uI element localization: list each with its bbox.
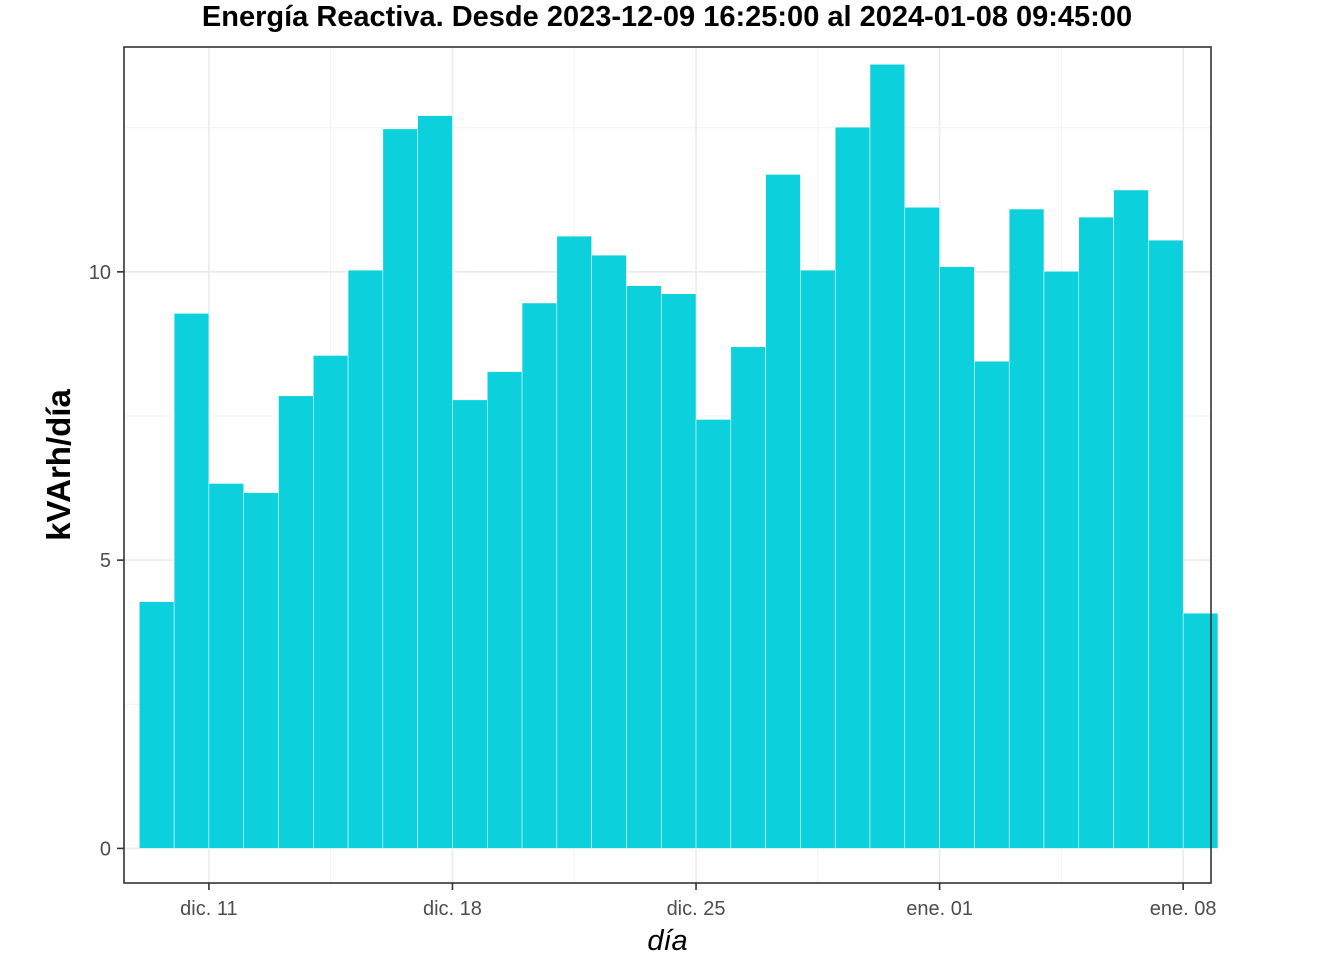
bar [904, 207, 940, 849]
x-tick-label: ene. 01 [906, 898, 973, 920]
bar [521, 302, 558, 849]
bar [869, 64, 906, 849]
bar [1148, 239, 1184, 849]
bars [139, 64, 1219, 849]
bar [347, 269, 384, 849]
bar [173, 313, 210, 849]
bar [556, 235, 592, 849]
y-tick-label: 5 [100, 550, 111, 572]
bar [660, 293, 697, 849]
bar [765, 174, 801, 849]
x-tick-label: dic. 11 [180, 898, 237, 920]
bar [1043, 271, 1080, 849]
bar [974, 360, 1010, 849]
y-axis-title: kVArh/día [40, 389, 77, 541]
x-tick-label: dic. 18 [423, 898, 482, 920]
y-tick-label: 10 [89, 262, 111, 284]
bar [452, 399, 488, 849]
bar [1008, 208, 1045, 849]
bar [800, 269, 836, 849]
bar [208, 483, 244, 849]
bar [834, 126, 871, 849]
bar [487, 371, 523, 849]
bar [243, 492, 279, 849]
bar [382, 128, 418, 849]
x-axis-title: día [647, 925, 687, 957]
x-tick-label: dic. 25 [667, 898, 726, 920]
bar [139, 601, 175, 849]
bar [591, 254, 627, 849]
bar [278, 395, 314, 849]
bar [730, 346, 766, 849]
bar [313, 355, 349, 849]
bar [939, 266, 975, 849]
bar [417, 115, 453, 849]
plot-panel-border [123, 46, 1212, 884]
axes: 0 5 10 dic. 11 dic. 18 dic. 25 ene. 01 ene. 08 [89, 262, 1217, 920]
x-tick-label: ene. 08 [1150, 898, 1217, 920]
bar [695, 419, 732, 849]
bar [626, 285, 662, 849]
bar [1078, 216, 1114, 849]
chart-title: Energía Reactiva. Desde 2023-12-09 16:25… [201, 1, 1133, 33]
bar [1182, 612, 1219, 849]
bar [1113, 189, 1149, 849]
y-tick-label: 0 [100, 838, 111, 860]
